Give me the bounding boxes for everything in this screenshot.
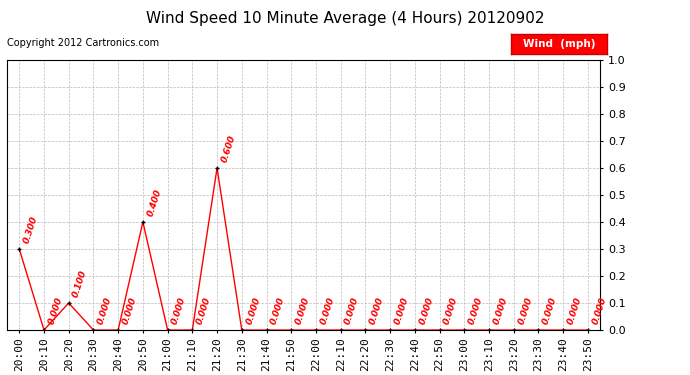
Point (582, 327, 593, 333)
Text: 0.000: 0.000 (344, 296, 361, 326)
Point (39, 327, 50, 333)
Text: Copyright 2012 Cartronics.com: Copyright 2012 Cartronics.com (7, 38, 159, 48)
Text: 0.100: 0.100 (72, 269, 89, 299)
Point (162, 327, 173, 333)
Point (63, 300, 75, 306)
Text: 0.000: 0.000 (47, 296, 64, 326)
Point (558, 327, 569, 333)
Point (88, 327, 99, 333)
Point (509, 327, 520, 333)
Text: 0.000: 0.000 (170, 296, 188, 326)
Point (212, 165, 223, 171)
Text: 0.600: 0.600 (220, 134, 237, 164)
Text: 0.000: 0.000 (492, 296, 509, 326)
Point (236, 327, 247, 333)
Text: Wind Speed 10 Minute Average (4 Hours) 20120902: Wind Speed 10 Minute Average (4 Hours) 2… (146, 11, 544, 26)
Point (261, 327, 272, 333)
Text: 0.000: 0.000 (319, 296, 336, 326)
Point (360, 327, 371, 333)
Text: 0.400: 0.400 (146, 188, 163, 218)
Text: 0.000: 0.000 (195, 296, 213, 326)
Point (14, 246, 25, 252)
Text: Wind  (mph): Wind (mph) (522, 39, 595, 49)
Text: 0.000: 0.000 (368, 296, 386, 326)
Text: 0.000: 0.000 (417, 296, 435, 326)
Text: 0.000: 0.000 (541, 296, 559, 326)
Point (533, 327, 544, 333)
Point (384, 327, 395, 333)
Point (484, 327, 495, 333)
Text: 0.000: 0.000 (96, 296, 114, 326)
Point (409, 327, 420, 333)
Text: 0.000: 0.000 (269, 296, 286, 326)
Text: 0.000: 0.000 (121, 296, 138, 326)
Point (112, 327, 124, 333)
Text: 0.000: 0.000 (591, 296, 608, 326)
Point (137, 219, 148, 225)
Text: 0.000: 0.000 (294, 296, 311, 326)
Point (434, 327, 445, 333)
Text: 0.000: 0.000 (244, 296, 262, 326)
Text: 0.000: 0.000 (566, 296, 583, 326)
Point (310, 327, 322, 333)
Text: 0.000: 0.000 (393, 296, 411, 326)
Point (459, 327, 470, 333)
Point (187, 327, 198, 333)
Text: 0.000: 0.000 (442, 296, 460, 326)
Text: 0.300: 0.300 (22, 215, 39, 245)
Point (286, 327, 297, 333)
Text: 0.000: 0.000 (517, 296, 534, 326)
Point (335, 327, 346, 333)
Text: 0.000: 0.000 (467, 296, 484, 326)
